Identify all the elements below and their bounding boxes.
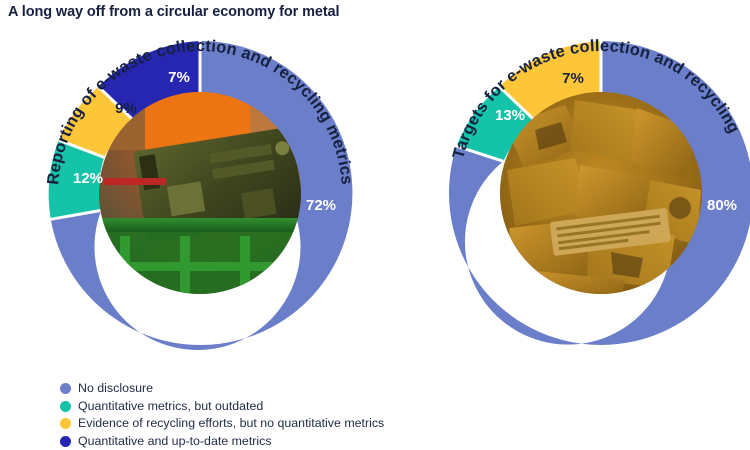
donut-chart-reporting: 72% 12% 9% 7% Reporting of e-waste colle… [0, 30, 375, 352]
legend-color-dot [60, 436, 71, 448]
pct-label-targets-in-place: 13% [495, 107, 525, 124]
segment-targets-in-place[interactable] [456, 86, 536, 162]
segment-no-disclosure[interactable] [50, 40, 353, 350]
donut-chart-targets: 80% 13% 7% Targets for e-waste collectio… [375, 30, 750, 352]
center-photo-targets [500, 92, 702, 294]
chart-panel-reporting: 72% 12% 9% 7% Reporting of e-waste colle… [0, 30, 384, 448]
pct-label-no-disclosure: 72% [306, 197, 336, 214]
legend-color-dot [60, 418, 71, 430]
segment-no-target[interactable] [449, 41, 750, 345]
legend-item-label: Quantitative metrics, but outdated [78, 398, 264, 413]
donut-svg-targets: 80% 13% 7% Targets for e-waste collectio… [449, 37, 750, 345]
legend-item[interactable]: Quantitative and up-to-date metrics [60, 433, 384, 450]
legend-item[interactable]: Evidence of recycling efforts, but no qu… [60, 415, 384, 433]
legend-color-dot [60, 400, 71, 412]
pct-label-no-target: 80% [707, 197, 737, 214]
pct-label-quantitative-uptodate: 7% [168, 69, 190, 86]
pct-label-quantitative-outdated: 12% [73, 170, 103, 187]
legend-item[interactable]: Quantitative metrics, but outdated [60, 398, 384, 416]
legend-item[interactable]: No disclosure [60, 380, 384, 398]
legend-reporting: No disclosure Quantitative metrics, but … [60, 380, 384, 450]
donut-svg-reporting: 72% 12% 9% 7% Reporting of e-waste colle… [44, 37, 356, 350]
legend-item-label: Evidence of recycling efforts, but no qu… [78, 416, 385, 431]
pct-label-general-commitment: 7% [562, 70, 584, 87]
legend-item-label: Quantitative and up-to-date metrics [78, 433, 272, 448]
legend-color-dot [60, 383, 71, 395]
chart-panel-targets: 80% 13% 7% Targets for e-waste collectio… [375, 30, 750, 429]
page-title: A long way off from a circular economy f… [8, 4, 340, 20]
pct-label-evidence-recycling: 9% [115, 100, 137, 117]
legend-item-label: No disclosure [78, 381, 154, 395]
segment-quantitative-outdated[interactable] [48, 140, 105, 220]
